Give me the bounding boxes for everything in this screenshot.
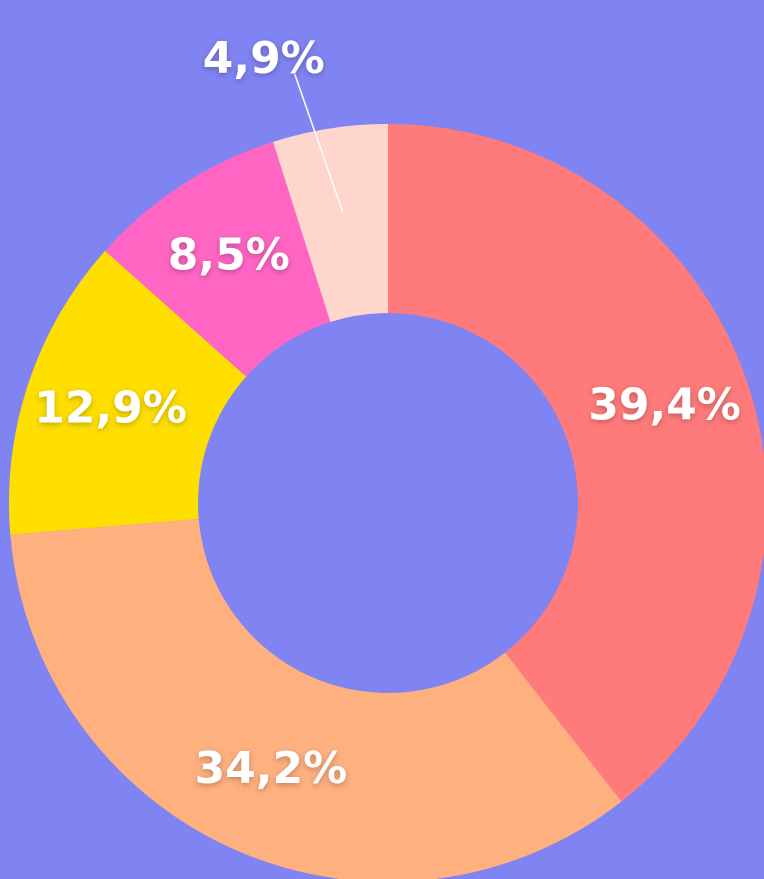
leader-line	[294, 73, 344, 213]
donut-slice	[10, 518, 622, 879]
donut-slice	[388, 124, 764, 802]
data-label: 4,9%	[203, 33, 325, 84]
donut-slice	[9, 250, 247, 535]
data-label: 12,9%	[34, 382, 187, 433]
data-label: 8,5%	[168, 230, 290, 281]
data-label: 34,2%	[195, 743, 348, 794]
data-label: 39,4%	[588, 380, 741, 431]
donut-slice	[105, 141, 331, 377]
donut-slice	[273, 124, 388, 322]
